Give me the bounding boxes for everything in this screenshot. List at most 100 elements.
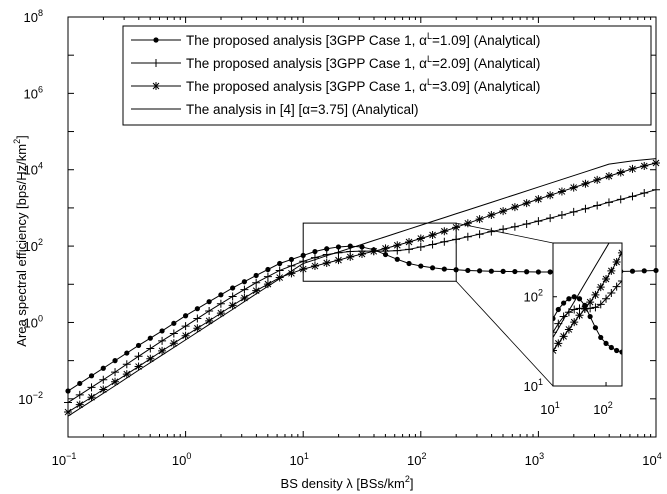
data-point <box>405 237 414 246</box>
inset-data-point <box>614 347 620 354</box>
inset-data-point <box>553 315 556 322</box>
data-point <box>475 215 484 224</box>
y-tick-label: 102 <box>24 237 43 254</box>
data-point <box>216 299 225 308</box>
data-point <box>135 342 142 349</box>
inset-y-tick-label: 102 <box>524 288 543 305</box>
data-point <box>418 263 424 269</box>
data-point <box>310 253 319 262</box>
y-axis-label: Area spectral efficiency [bps/Hz/km2] <box>12 135 29 346</box>
data-point <box>369 247 378 256</box>
data-point <box>122 360 131 369</box>
data-point <box>640 189 649 198</box>
data-point <box>277 260 283 267</box>
inset-series-3 <box>553 248 622 355</box>
legend-label: The proposed analysis [3GPP Case 1, αL=1… <box>186 31 540 48</box>
data-point <box>122 370 131 379</box>
data-point <box>216 309 225 318</box>
data-point <box>275 273 284 282</box>
data-point <box>346 252 355 261</box>
x-axis-label: BS density λ [BSs/km2] <box>281 474 414 491</box>
zoom-connector <box>456 222 554 244</box>
data-point <box>134 352 143 361</box>
legend-item: The proposed analysis [3GPP Case 1, αL=3… <box>131 77 540 94</box>
inset-data-point <box>607 289 616 298</box>
data-point <box>524 269 530 275</box>
data-point <box>64 408 72 417</box>
inset-series-1 <box>553 294 622 355</box>
data-point <box>65 388 71 394</box>
data-point <box>169 329 178 338</box>
series-line <box>67 158 657 417</box>
data-point <box>557 187 566 196</box>
x-tick-label: 101 <box>289 451 308 468</box>
legend-marker <box>152 59 160 67</box>
data-point <box>393 241 402 250</box>
data-point <box>628 192 637 201</box>
data-point <box>535 269 542 275</box>
data-point <box>252 278 261 287</box>
inset-data-point <box>602 294 611 303</box>
x-tick-label: 100 <box>172 451 191 468</box>
inset-data-point <box>596 283 605 292</box>
data-point <box>406 260 412 267</box>
data-point <box>206 299 212 305</box>
inset-data-point <box>586 298 595 307</box>
series-4 <box>67 158 657 417</box>
data-point <box>193 314 202 323</box>
data-point <box>640 161 649 170</box>
data-point <box>322 259 331 268</box>
legend-item: The proposed analysis [3GPP Case 1, αL=1… <box>131 31 540 48</box>
x-tick-label: 103 <box>525 451 544 468</box>
inset-data-point <box>570 305 579 314</box>
data-point <box>146 344 155 353</box>
data-point <box>194 306 200 312</box>
inset-data-point <box>602 275 611 284</box>
data-point <box>240 285 249 294</box>
inset-y-tick-label: 101 <box>524 377 543 394</box>
inset-data-point <box>612 282 621 291</box>
inset-series-group <box>553 243 622 355</box>
data-point <box>275 266 284 275</box>
legend-label: The proposed analysis [3GPP Case 1, αL=2… <box>186 54 540 71</box>
data-point <box>241 279 248 285</box>
data-point <box>263 272 272 281</box>
legend-box <box>122 25 652 126</box>
y-tick-label: 10−2 <box>18 390 43 407</box>
inset-frame <box>552 242 623 387</box>
inset-data-point <box>575 311 584 320</box>
data-point <box>487 211 496 220</box>
data-point <box>253 272 259 279</box>
inset-data-point <box>596 300 605 309</box>
data-point <box>652 159 660 168</box>
data-point <box>310 262 319 271</box>
data-point <box>193 324 202 333</box>
inset-data-point <box>592 325 599 331</box>
inset-data-point <box>571 294 577 300</box>
data-point <box>641 268 647 274</box>
data-point <box>169 339 178 348</box>
data-point <box>263 280 272 289</box>
inset-data-point <box>570 318 579 327</box>
y-tick-label: 106 <box>24 84 43 101</box>
data-point <box>499 207 508 216</box>
data-point <box>416 234 425 243</box>
data-point <box>616 168 625 177</box>
inset-data-point <box>608 344 614 351</box>
data-point <box>99 385 108 394</box>
data-point <box>112 358 118 364</box>
data-point <box>218 292 224 298</box>
legend-marker <box>152 82 160 90</box>
data-point <box>99 375 108 384</box>
data-point <box>534 195 543 204</box>
data-point <box>357 250 366 259</box>
data-point <box>287 269 296 278</box>
data-point <box>604 198 613 207</box>
data-point <box>487 227 496 236</box>
inset-x-tick-label: 102 <box>593 400 612 417</box>
data-point <box>465 267 471 274</box>
data-point <box>288 256 295 263</box>
inset-data-point <box>566 296 572 302</box>
inset-data-point <box>580 304 589 313</box>
x-tick-label: 10−1 <box>52 451 77 468</box>
